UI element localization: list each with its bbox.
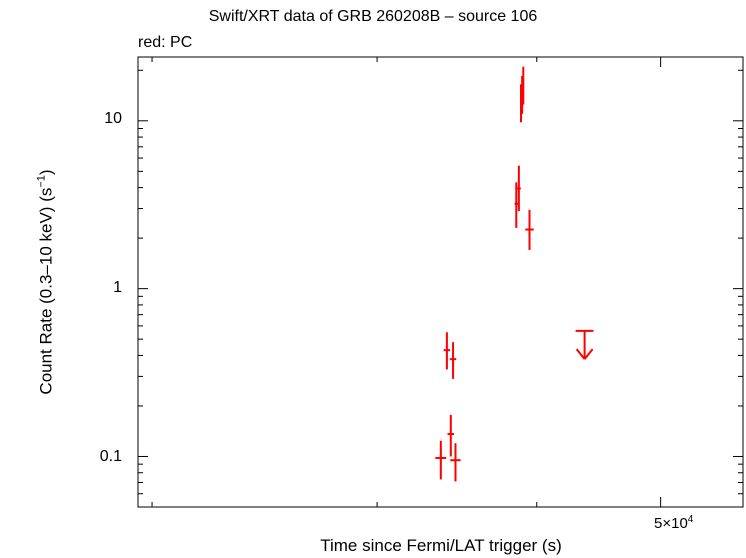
data-point xyxy=(449,342,457,379)
y-tick-label-0.1: 0.1 xyxy=(99,448,122,465)
data-point xyxy=(522,66,525,105)
data-point xyxy=(435,440,447,480)
x-tick-label-exponent: 4 xyxy=(687,514,694,525)
y-tick-label-1: 1 xyxy=(113,279,122,296)
chart-subtitle: red: PC xyxy=(138,34,193,51)
data-point xyxy=(525,209,534,250)
upper-limit xyxy=(575,329,594,360)
chart-title: Swift/XRT data of GRB 260208B – source 1… xyxy=(208,8,538,25)
data-point xyxy=(516,165,521,212)
axis-ticks xyxy=(138,57,743,508)
data-point xyxy=(514,182,519,228)
y-axis-label-main: Count Rate (0.3–10 keV) (s xyxy=(36,187,56,395)
x-tick-label: 5×104 xyxy=(654,514,693,532)
upper-limit-arrowhead-left xyxy=(575,348,586,360)
y-axis-label: Count Rate (0.3–10 keV) (s−1) xyxy=(36,169,57,394)
plot-frame xyxy=(137,56,744,508)
data-marks xyxy=(435,66,594,482)
upper-limit-arrowhead-right xyxy=(583,348,594,360)
y-axis-label-exponent: −1 xyxy=(35,175,48,188)
x-axis-label: Time since Fermi/LAT trigger (s) xyxy=(320,536,562,555)
y-axis-label-end: ) xyxy=(36,169,56,176)
y-tick-label-10: 10 xyxy=(104,110,122,127)
x-tick-label-mantissa: 5×10 xyxy=(654,515,688,532)
data-point xyxy=(443,332,451,370)
data-point xyxy=(450,443,461,482)
data-point xyxy=(447,414,455,457)
